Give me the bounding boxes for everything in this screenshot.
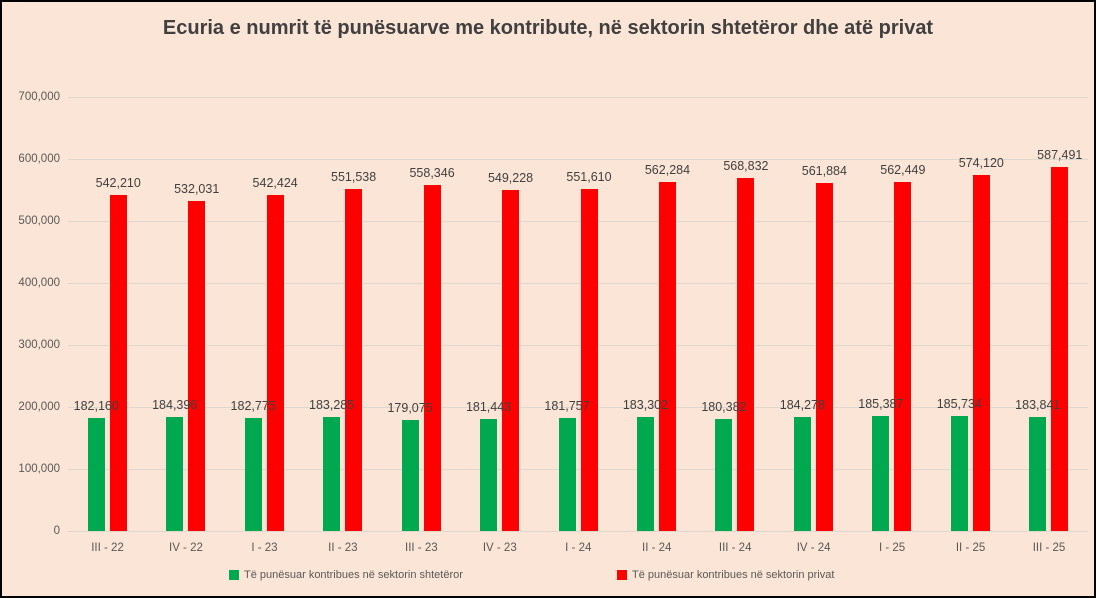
bar-state-sector <box>166 416 184 531</box>
bar-state-sector-value-label: 184,278 <box>779 397 825 412</box>
bar-private-sector <box>894 182 912 531</box>
bar-state-sector <box>950 415 968 531</box>
bar-private-sector <box>345 189 363 531</box>
bar-private-sector-value-label: 574,120 <box>958 156 1004 171</box>
bar-state-sector <box>715 419 733 531</box>
x-tick-label: II - 23 <box>328 542 358 554</box>
bar-private-sector <box>423 184 441 531</box>
bar-state-sector <box>480 418 498 531</box>
x-tick-label: I - 23 <box>251 542 278 554</box>
bar-private-sector <box>502 190 520 531</box>
x-tick-label: I - 25 <box>879 542 906 554</box>
bar-private-sector <box>580 189 598 531</box>
bar-state-sector-value-label: 185,734 <box>936 396 982 411</box>
legend-swatch-private <box>617 570 627 580</box>
y-tick-label: 300,000 <box>18 339 60 351</box>
bar-state-sector <box>793 416 811 531</box>
legend-label: Të punësuar kontribues në sektorin shtet… <box>244 569 463 581</box>
bar-private-sector-value-label: 558,346 <box>409 165 455 180</box>
y-tick-label: 700,000 <box>18 91 60 103</box>
y-tick-label: 500,000 <box>18 215 60 227</box>
bar-private-sector-value-label: 562,284 <box>644 163 691 178</box>
bar-private-sector-value-label: 551,538 <box>331 170 377 185</box>
bar-private-sector <box>658 182 676 531</box>
gridline <box>68 345 1088 346</box>
bar-private-sector <box>972 175 990 531</box>
bar-private-sector <box>109 194 127 531</box>
bar-private-sector-value-label: 549,228 <box>487 171 534 186</box>
bar-private-sector-value-label: 542,424 <box>252 175 298 190</box>
bar-state-sector <box>872 416 890 531</box>
bar-private-sector-value-label: 587,491 <box>1037 147 1083 162</box>
x-tick-label: IV - 23 <box>482 542 517 554</box>
gridline <box>68 407 1088 408</box>
bar-state-sector <box>323 417 341 531</box>
bar-private-sector <box>266 194 284 531</box>
legend-item: Të punësuar kontribues në sektorin priva… <box>617 569 834 581</box>
x-tick-label: II - 25 <box>955 542 986 554</box>
y-tick-label: 200,000 <box>18 401 60 413</box>
bar-state-sector-value-label: 183,285 <box>309 398 355 413</box>
x-tick-label: III - 23 <box>405 542 438 554</box>
bar-state-sector <box>401 419 419 531</box>
bar-private-sector <box>188 201 206 531</box>
y-tick-label: 600,000 <box>18 153 60 165</box>
bar-state-sector-value-label: 180,382 <box>701 400 747 415</box>
gridline <box>68 531 1088 532</box>
bar-private-sector <box>815 182 833 531</box>
gridline <box>68 159 1088 160</box>
legend-swatch-state <box>229 570 239 580</box>
x-tick-label: III - 24 <box>718 542 752 554</box>
x-tick-label: IV - 22 <box>169 542 203 554</box>
bar-private-sector <box>737 178 755 531</box>
gridline <box>68 221 1088 222</box>
bar-state-sector-value-label: 183,841 <box>1015 398 1061 413</box>
legend-item: Të punësuar kontribues në sektorin shtet… <box>229 569 463 581</box>
bar-private-sector-value-label: 561,884 <box>801 163 847 178</box>
x-tick-label: I - 24 <box>565 542 592 554</box>
bar-private-sector-value-label: 562,449 <box>880 163 926 178</box>
x-tick-label: IV - 24 <box>796 542 831 554</box>
bar-state-sector-value-label: 183,302 <box>622 398 669 413</box>
bar-state-sector <box>244 417 262 531</box>
bar-private-sector-value-label: 532,031 <box>174 182 220 197</box>
bar-state-sector-value-label: 181,757 <box>544 399 590 414</box>
bar-state-sector-value-label: 185,387 <box>858 397 904 412</box>
bar-state-sector-value-label: 181,443 <box>465 399 512 414</box>
bar-state-sector <box>1029 417 1047 531</box>
bar-state-sector <box>636 417 654 531</box>
bar-private-sector <box>1051 166 1069 531</box>
gridline <box>68 283 1088 284</box>
x-tick-label: III - 25 <box>1032 542 1066 554</box>
y-tick-label: 100,000 <box>18 463 60 475</box>
bar-state-sector-value-label: 182,775 <box>230 398 276 413</box>
x-tick-label: II - 24 <box>642 542 672 554</box>
bar-private-sector-value-label: 551,610 <box>566 170 612 184</box>
bar-state-sector-value-label: 179,075 <box>387 400 433 415</box>
gridline <box>68 97 1088 98</box>
bar-private-sector-value-label: 568,832 <box>723 159 769 174</box>
y-tick-label: 0 <box>53 525 60 537</box>
legend: Të punësuar kontribues në sektorin shtet… <box>2 569 1094 589</box>
bar-private-sector-value-label: 542,210 <box>95 175 141 190</box>
bar-state-sector <box>558 418 576 531</box>
gridline <box>68 469 1088 470</box>
x-tick-label: III - 22 <box>91 542 124 554</box>
y-tick-label: 400,000 <box>18 277 60 289</box>
chart-title: Ecuria e numrit të punësuarve me kontrib… <box>162 17 934 39</box>
legend-label: Të punësuar kontribues në sektorin priva… <box>632 569 835 581</box>
bar-state-sector-value-label: 184,396 <box>152 397 198 412</box>
bar-state-sector-value-label: 182,160 <box>73 399 119 414</box>
bar-state-sector <box>87 418 105 531</box>
